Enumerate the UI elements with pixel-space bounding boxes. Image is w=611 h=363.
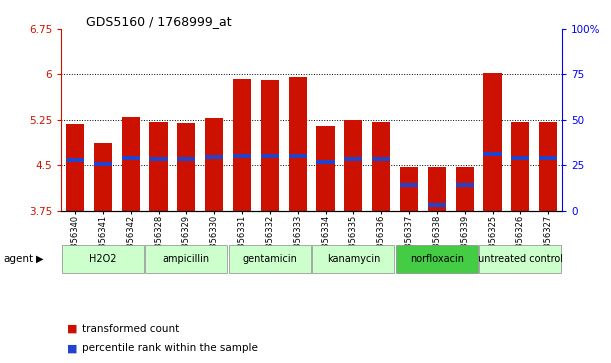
FancyBboxPatch shape bbox=[145, 245, 227, 273]
Text: gentamicin: gentamicin bbox=[243, 254, 298, 264]
Bar bbox=[400, 167, 418, 211]
Bar bbox=[205, 118, 223, 211]
Bar bbox=[428, 167, 446, 211]
Bar bbox=[122, 117, 140, 211]
Bar bbox=[456, 183, 474, 187]
Bar bbox=[261, 154, 279, 158]
Text: ▶: ▶ bbox=[36, 254, 43, 264]
Text: H2O2: H2O2 bbox=[89, 254, 117, 264]
Bar bbox=[483, 152, 502, 156]
Bar bbox=[205, 155, 223, 159]
Bar bbox=[177, 157, 196, 161]
Bar bbox=[66, 124, 84, 211]
Text: transformed count: transformed count bbox=[82, 323, 180, 334]
FancyBboxPatch shape bbox=[480, 245, 562, 273]
Text: GDS5160 / 1768999_at: GDS5160 / 1768999_at bbox=[86, 15, 232, 28]
Bar bbox=[94, 162, 112, 166]
Bar bbox=[456, 167, 474, 211]
Text: ■: ■ bbox=[67, 323, 78, 334]
FancyBboxPatch shape bbox=[229, 245, 311, 273]
Bar bbox=[511, 122, 529, 211]
Bar bbox=[288, 154, 307, 158]
Text: ■: ■ bbox=[67, 343, 78, 354]
Bar bbox=[150, 122, 167, 211]
Bar bbox=[261, 80, 279, 211]
Bar bbox=[539, 122, 557, 211]
Text: ampicillin: ampicillin bbox=[163, 254, 210, 264]
Text: kanamycin: kanamycin bbox=[327, 254, 380, 264]
Bar bbox=[288, 77, 307, 211]
Bar bbox=[539, 156, 557, 160]
Text: percentile rank within the sample: percentile rank within the sample bbox=[82, 343, 258, 354]
Bar bbox=[372, 122, 390, 211]
Bar bbox=[94, 143, 112, 211]
Text: untreated control: untreated control bbox=[478, 254, 563, 264]
Bar bbox=[122, 156, 140, 160]
FancyBboxPatch shape bbox=[396, 245, 478, 273]
Bar bbox=[316, 160, 335, 164]
Bar bbox=[316, 126, 335, 211]
FancyBboxPatch shape bbox=[62, 245, 144, 273]
Bar bbox=[345, 120, 362, 211]
Text: agent: agent bbox=[3, 254, 33, 264]
Bar bbox=[511, 156, 529, 160]
Bar bbox=[483, 73, 502, 211]
FancyBboxPatch shape bbox=[312, 245, 394, 273]
Bar bbox=[345, 157, 362, 161]
Text: norfloxacin: norfloxacin bbox=[410, 254, 464, 264]
Bar bbox=[66, 158, 84, 162]
Bar bbox=[233, 154, 251, 158]
Bar bbox=[177, 123, 196, 211]
Bar bbox=[150, 157, 167, 161]
Bar bbox=[400, 183, 418, 187]
Bar bbox=[372, 157, 390, 161]
Bar bbox=[233, 79, 251, 211]
Bar bbox=[428, 203, 446, 207]
